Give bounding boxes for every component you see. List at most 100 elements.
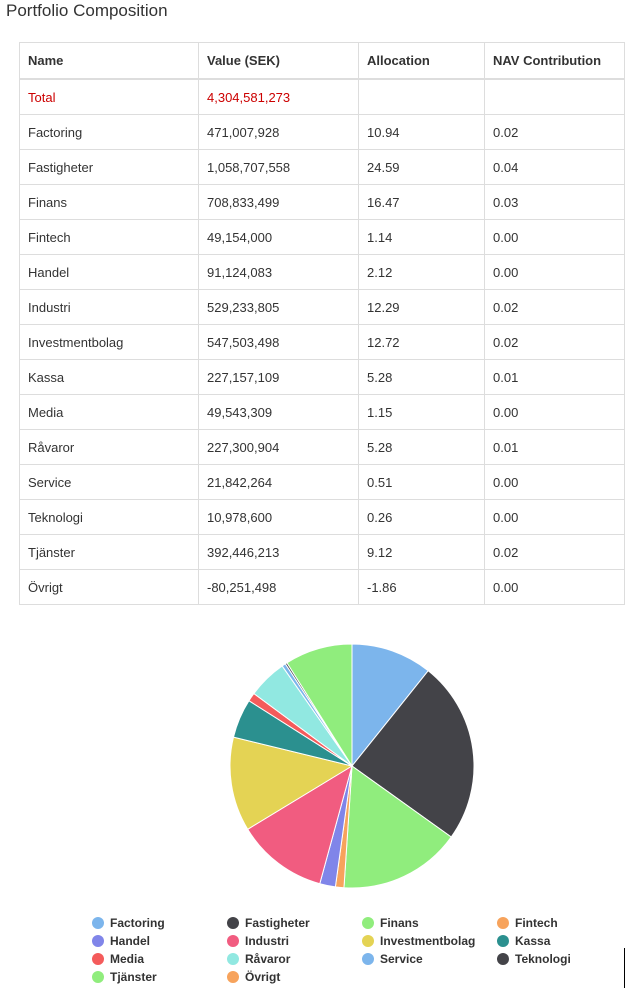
cell-value: 529,233,805 <box>198 289 359 325</box>
legend-label: Investmentbolag <box>380 934 476 948</box>
cell-nav-contribution: 0.00 <box>484 394 625 430</box>
table-row: Industri 529,233,805 12.29 0.02 <box>19 289 625 325</box>
legend-label: Media <box>110 952 145 966</box>
legend-item[interactable]: Fastigheter <box>227 915 310 931</box>
cell-name: Tjänster <box>19 534 199 570</box>
cell-allocation: 1.14 <box>358 219 485 255</box>
legend-item[interactable]: Industri <box>227 933 289 949</box>
legend-swatch <box>497 953 509 965</box>
cell-allocation: -1.86 <box>358 569 485 605</box>
cell-nav-contribution: 0.02 <box>484 324 625 360</box>
header-allocation[interactable]: Allocation <box>358 42 485 80</box>
cell-value: 10,978,600 <box>198 499 359 535</box>
cell-nav-contribution: 0.01 <box>484 359 625 395</box>
cell-nav-contribution: 0.02 <box>484 534 625 570</box>
legend-swatch <box>227 953 239 965</box>
cell-allocation: 2.12 <box>358 254 485 290</box>
cell-allocation: 0.26 <box>358 499 485 535</box>
legend-item[interactable]: Övrigt <box>227 969 280 985</box>
cell-value: 471,007,928 <box>198 114 359 150</box>
legend-item[interactable]: Investmentbolag <box>362 933 475 949</box>
cell-allocation: 24.59 <box>358 149 485 185</box>
cell-allocation: 10.94 <box>358 114 485 150</box>
table-row: Handel 91,124,083 2.12 0.00 <box>19 254 625 290</box>
cell-value: 1,058,707,558 <box>198 149 359 185</box>
legend-item[interactable]: Finans <box>362 915 419 931</box>
header-nav-contribution[interactable]: NAV Contribution <box>484 42 625 80</box>
cell-nav-contribution: 0.00 <box>484 499 625 535</box>
pie-slice-tjänster[interactable] <box>286 643 353 768</box>
cell-value: 708,833,499 <box>198 184 359 220</box>
legend-item[interactable]: Service <box>362 951 423 967</box>
pie-slice-finans[interactable] <box>343 765 452 889</box>
legend-swatch <box>227 917 239 929</box>
legend-label: Fastigheter <box>245 916 310 930</box>
cell-name: Service <box>19 464 199 500</box>
cell-value: 91,124,083 <box>198 254 359 290</box>
legend-item[interactable]: Handel <box>92 933 150 949</box>
legend-label: Factoring <box>110 916 165 930</box>
table-row: Teknologi 10,978,600 0.26 0.00 <box>19 499 625 535</box>
table-row: Media 49,543,309 1.15 0.00 <box>19 394 625 430</box>
pie-slice-factoring[interactable] <box>351 643 429 768</box>
legend-label: Tjänster <box>110 970 157 984</box>
cell-value: 227,300,904 <box>198 429 359 465</box>
legend-label: Teknologi <box>515 952 571 966</box>
legend-label: Fintech <box>515 916 558 930</box>
table-row: Kassa 227,157,109 5.28 0.01 <box>19 359 625 395</box>
legend-item[interactable]: Factoring <box>92 915 165 931</box>
cell-nav-contribution: 0.03 <box>484 184 625 220</box>
legend-swatch <box>362 953 374 965</box>
cell-name: Industri <box>19 289 199 325</box>
legend-item[interactable]: Teknologi <box>497 951 571 967</box>
cell-name: Teknologi <box>19 499 199 535</box>
table-row: Investmentbolag 547,503,498 12.72 0.02 <box>19 324 625 360</box>
total-row: Total 4,304,581,273 <box>19 78 625 115</box>
legend-item[interactable]: Fintech <box>497 915 558 931</box>
cell-name: Fintech <box>19 219 199 255</box>
cell-nav-contribution: 0.00 <box>484 464 625 500</box>
cell-value: 392,446,213 <box>198 534 359 570</box>
legend-label: Övrigt <box>245 970 281 984</box>
cell-name: Factoring <box>19 114 199 150</box>
legend-swatch <box>92 953 104 965</box>
legend-swatch <box>362 917 374 929</box>
table-row: Fintech 49,154,000 1.14 0.00 <box>19 219 625 255</box>
legend-item[interactable]: Råvaror <box>227 951 290 967</box>
cell-name: Råvaror <box>19 429 199 465</box>
cell-value: 547,503,498 <box>198 324 359 360</box>
portfolio-table: Name Value (SEK) Allocation NAV Contribu… <box>19 42 625 605</box>
cell-value: 227,157,109 <box>198 359 359 395</box>
total-name: Total <box>19 78 199 115</box>
table-row: Service 21,842,264 0.51 0.00 <box>19 464 625 500</box>
legend-swatch <box>227 971 239 983</box>
pie-chart <box>229 643 475 889</box>
cell-allocation: 5.28 <box>358 359 485 395</box>
cell-name: Investmentbolag <box>19 324 199 360</box>
legend-item[interactable]: Kassa <box>497 933 550 949</box>
legend-label: Industri <box>245 934 289 948</box>
cell-value: 21,842,264 <box>198 464 359 500</box>
cell-nav-contribution: 0.01 <box>484 429 625 465</box>
total-allocation <box>358 78 485 115</box>
pie-slice-fastigheter[interactable] <box>351 670 475 838</box>
legend-item[interactable]: Media <box>92 951 144 967</box>
table-row: Finans 708,833,499 16.47 0.03 <box>19 184 625 220</box>
legend-label: Råvaror <box>245 952 291 966</box>
cell-nav-contribution: 0.00 <box>484 254 625 290</box>
legend-item[interactable]: Tjänster <box>92 969 157 985</box>
header-value[interactable]: Value (SEK) <box>198 42 359 80</box>
pie-slice-industri[interactable] <box>247 764 353 885</box>
cell-allocation: 16.47 <box>358 184 485 220</box>
pie-slice-investmentbolag[interactable] <box>229 736 354 830</box>
cell-allocation: 12.29 <box>358 289 485 325</box>
legend-swatch <box>92 971 104 983</box>
cell-name: Kassa <box>19 359 199 395</box>
legend-swatch <box>92 917 104 929</box>
cell-name: Övrigt <box>19 569 199 605</box>
legend-swatch <box>227 935 239 947</box>
header-name[interactable]: Name <box>19 42 199 80</box>
cell-nav-contribution: 0.04 <box>484 149 625 185</box>
cell-nav-contribution: 0.02 <box>484 114 625 150</box>
table-row: Factoring 471,007,928 10.94 0.02 <box>19 114 625 150</box>
